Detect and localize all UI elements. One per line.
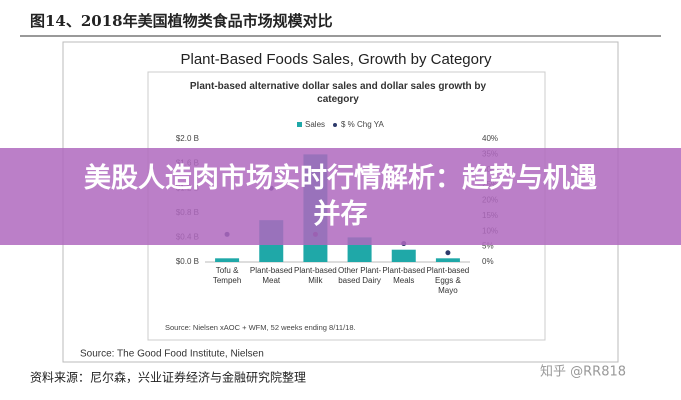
legend-label: Sales bbox=[305, 120, 325, 129]
bar bbox=[215, 258, 240, 262]
x-tick-label: Other Plant-based Dairy bbox=[338, 266, 382, 285]
chart-note: Source: Nielsen xAOC + WFM, 52 weeks end… bbox=[165, 323, 356, 332]
bar bbox=[435, 258, 460, 262]
legend-label: $ % Chg YA bbox=[341, 120, 385, 129]
y2-tick-label: 0% bbox=[482, 257, 494, 266]
banner: 美股人造肉市场实时行情解析：趋势与机遇并存 bbox=[0, 148, 681, 245]
y-tick-label: $2.0 B bbox=[176, 134, 199, 143]
legend-swatch bbox=[333, 123, 337, 127]
y2-tick-label: 40% bbox=[482, 134, 498, 143]
point bbox=[445, 250, 451, 256]
chart-title: Plant-based alternative dollar sales and… bbox=[189, 81, 487, 105]
y2-tick-label: 5% bbox=[482, 242, 494, 251]
bar bbox=[391, 249, 416, 262]
legend-swatch bbox=[297, 122, 302, 127]
page-title: 图14、2018年美国植物类食品市场规模对比 bbox=[30, 12, 333, 30]
y-tick-label: $0.0 B bbox=[176, 257, 199, 266]
x-tick-label: Tofu & Tempeh bbox=[212, 266, 242, 285]
figure-source: Source: The Good Food Institute, Nielsen bbox=[80, 349, 264, 360]
x-tick-label: Plant-based Milk bbox=[294, 266, 337, 285]
x-tick-label: Plant-based Meals bbox=[382, 266, 426, 285]
figure-title: Plant-Based Foods Sales, Growth by Categ… bbox=[181, 51, 492, 68]
watermark: 知乎 @RR818 bbox=[540, 364, 626, 380]
x-tick-label: Plant-based Meat bbox=[249, 266, 293, 285]
x-tick-label: Plant-based Eggs & Mayo bbox=[426, 266, 470, 295]
source: 资料来源：尼尔森，兴业证券经济与金融研究院整理 bbox=[30, 370, 306, 385]
chart-title-box: Plant-based alternative dollar sales and… bbox=[189, 81, 487, 105]
banner-text: 美股人造肉市场实时行情解析：趋势与机遇并存 bbox=[84, 162, 597, 230]
